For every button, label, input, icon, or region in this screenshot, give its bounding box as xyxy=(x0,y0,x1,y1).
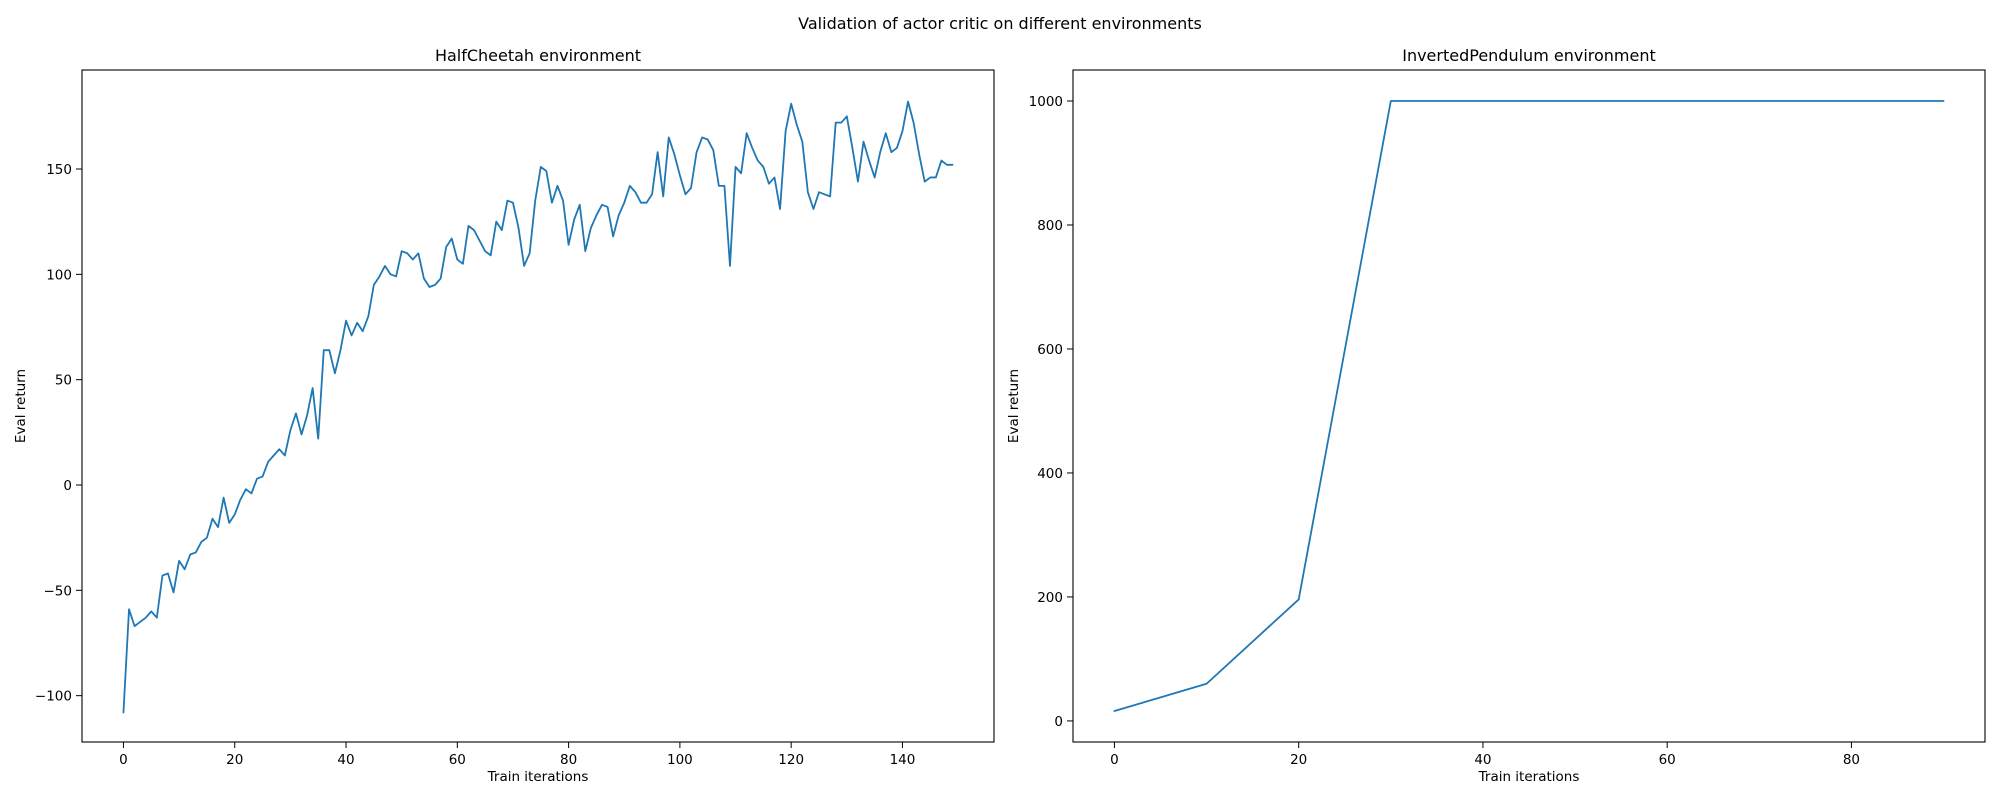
invertedpendulum-chart: InvertedPendulum environment 0 20 40 60 8002… xyxy=(1006,46,1986,785)
halfcheetah-x-tick-label: 0 xyxy=(119,752,128,768)
invertedpendulum-y-tick-label: 600 xyxy=(1037,342,1063,358)
halfcheetah-x-tick-label: 120 xyxy=(778,752,804,768)
figure-title: Validation of actor critic on different … xyxy=(798,14,1202,33)
halfcheetah-x-tick-label: 80 xyxy=(560,752,577,768)
invertedpendulum-x-tick-label: 20 xyxy=(1290,752,1307,768)
halfcheetah-x-tick-label: 60 xyxy=(449,752,466,768)
halfcheetah-series-layer xyxy=(122,100,954,714)
invertedpendulum-y-axis-label: Eval return xyxy=(1006,369,1022,443)
invertedpendulum-y-tick-label: 0 xyxy=(1054,714,1063,730)
invertedpendulum-y-tick-label: 800 xyxy=(1037,218,1063,234)
invertedpendulum-y-tick-label: 1000 xyxy=(1029,94,1063,110)
halfcheetah-y-tick-label: 0 xyxy=(63,478,72,494)
halfcheetah-plot-frame xyxy=(81,69,995,743)
halfcheetah-y-tick-label: 100 xyxy=(46,267,72,283)
halfcheetah-y-tick-label: −100 xyxy=(35,689,72,705)
halfcheetah-y-tick-label: 150 xyxy=(46,162,72,178)
halfcheetah-x-tick-label: 140 xyxy=(890,752,916,768)
invertedpendulum-series-layer xyxy=(1113,100,1945,712)
halfcheetah-x-axis-label: Train iterations xyxy=(487,769,589,785)
halfcheetah-y-axis-label: Eval return xyxy=(13,369,29,443)
halfcheetah-x-tick-label: 40 xyxy=(337,752,354,768)
invertedpendulum-x-axis-label: Train iterations xyxy=(1478,769,1580,785)
halfcheetah-x-tick-label: 20 xyxy=(226,752,243,768)
invertedpendulum-x-tick-label: 0 xyxy=(1110,752,1119,768)
halfcheetah-ticks: 0 20 40 60 80 100 120 140 −100 −50 0 50 100 150 xyxy=(35,162,915,768)
halfcheetah-chart: HalfCheetah environment 0 20 40 60 80 100 120 1… xyxy=(13,46,995,785)
invertedpendulum-y-tick-label: 400 xyxy=(1037,466,1063,482)
invertedpendulum-series-line xyxy=(1113,100,1945,712)
invertedpendulum-chart-title: InvertedPendulum environment xyxy=(1402,46,1656,65)
halfcheetah-y-tick-label: 50 xyxy=(55,373,72,389)
invertedpendulum-x-tick-label: 40 xyxy=(1474,752,1491,768)
halfcheetah-series-line xyxy=(122,100,954,714)
invertedpendulum-y-tick-label: 200 xyxy=(1037,590,1063,606)
invertedpendulum-x-tick-label: 60 xyxy=(1659,752,1676,768)
invertedpendulum-plot-frame xyxy=(1072,69,1986,743)
halfcheetah-x-tick-label: 100 xyxy=(667,752,693,768)
halfcheetah-chart-title: HalfCheetah environment xyxy=(435,46,641,65)
halfcheetah-y-tick-label: −50 xyxy=(44,583,73,599)
invertedpendulum-x-tick-label: 80 xyxy=(1843,752,1860,768)
